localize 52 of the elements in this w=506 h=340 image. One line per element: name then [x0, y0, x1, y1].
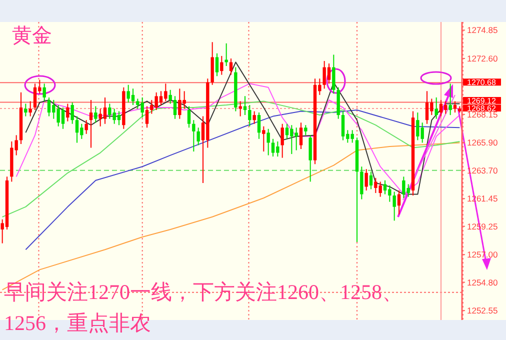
- candlestick: [220, 55, 224, 76]
- candlestick: [70, 102, 74, 124]
- y-tick-label: 1274.85: [467, 25, 498, 36]
- candlestick: [369, 171, 373, 190]
- line-series: [16, 83, 460, 195]
- ref-line-label: 1268.62: [467, 104, 496, 113]
- candlestick: [257, 112, 261, 140]
- ref-line-label: 1269.12: [467, 96, 496, 106]
- candlestick: [84, 120, 88, 134]
- candlestick: [66, 103, 70, 122]
- candlestick: [89, 99, 93, 148]
- candlestick: [28, 100, 32, 117]
- candlestick: [308, 134, 312, 182]
- candlestick: [24, 103, 28, 117]
- candlestick: [215, 52, 219, 77]
- candlestick: [224, 42, 228, 67]
- candlestick: [145, 106, 149, 128]
- candlestick: [187, 106, 191, 128]
- candlestick: [262, 126, 266, 152]
- candlestick: [238, 100, 242, 117]
- candlestick: [434, 96, 438, 120]
- candlestick: [192, 120, 196, 152]
- candlestick: [304, 124, 308, 136]
- annotation: 早间关注1270一线，下方关注1260、1258、1256，重点非农: [4, 279, 404, 337]
- candlestick: [397, 190, 401, 215]
- candlestick: [392, 191, 396, 222]
- candlestick: [332, 54, 336, 94]
- candlestick: [280, 123, 284, 158]
- line-series: [2, 100, 460, 218]
- candlestick: [266, 128, 270, 156]
- candlestick: [360, 166, 364, 200]
- line-series: [25, 110, 460, 250]
- candlestick: [252, 110, 256, 124]
- candlestick: [94, 106, 98, 124]
- y-tick-label: 1272.60: [467, 53, 498, 64]
- candlestick: [168, 89, 172, 104]
- ref-line-label: 1270.68: [467, 78, 496, 87]
- candlestick: [364, 168, 368, 191]
- candlestick: [229, 58, 233, 76]
- candlestick: [448, 83, 452, 116]
- candlestick: [248, 104, 252, 127]
- y-tick-label: 1252.55: [467, 306, 498, 316]
- candlestick: [243, 96, 247, 116]
- candlestick: [299, 122, 303, 150]
- line-series: [25, 62, 460, 195]
- candlestick: [196, 127, 200, 146]
- candlestick: [453, 100, 457, 114]
- candlestick: [42, 83, 46, 102]
- candlestick: [173, 96, 177, 120]
- y-tick-label: 1254.80: [467, 277, 498, 288]
- chart-title: 黄金: [12, 25, 52, 47]
- y-tick-label: 1265.90: [467, 138, 498, 148]
